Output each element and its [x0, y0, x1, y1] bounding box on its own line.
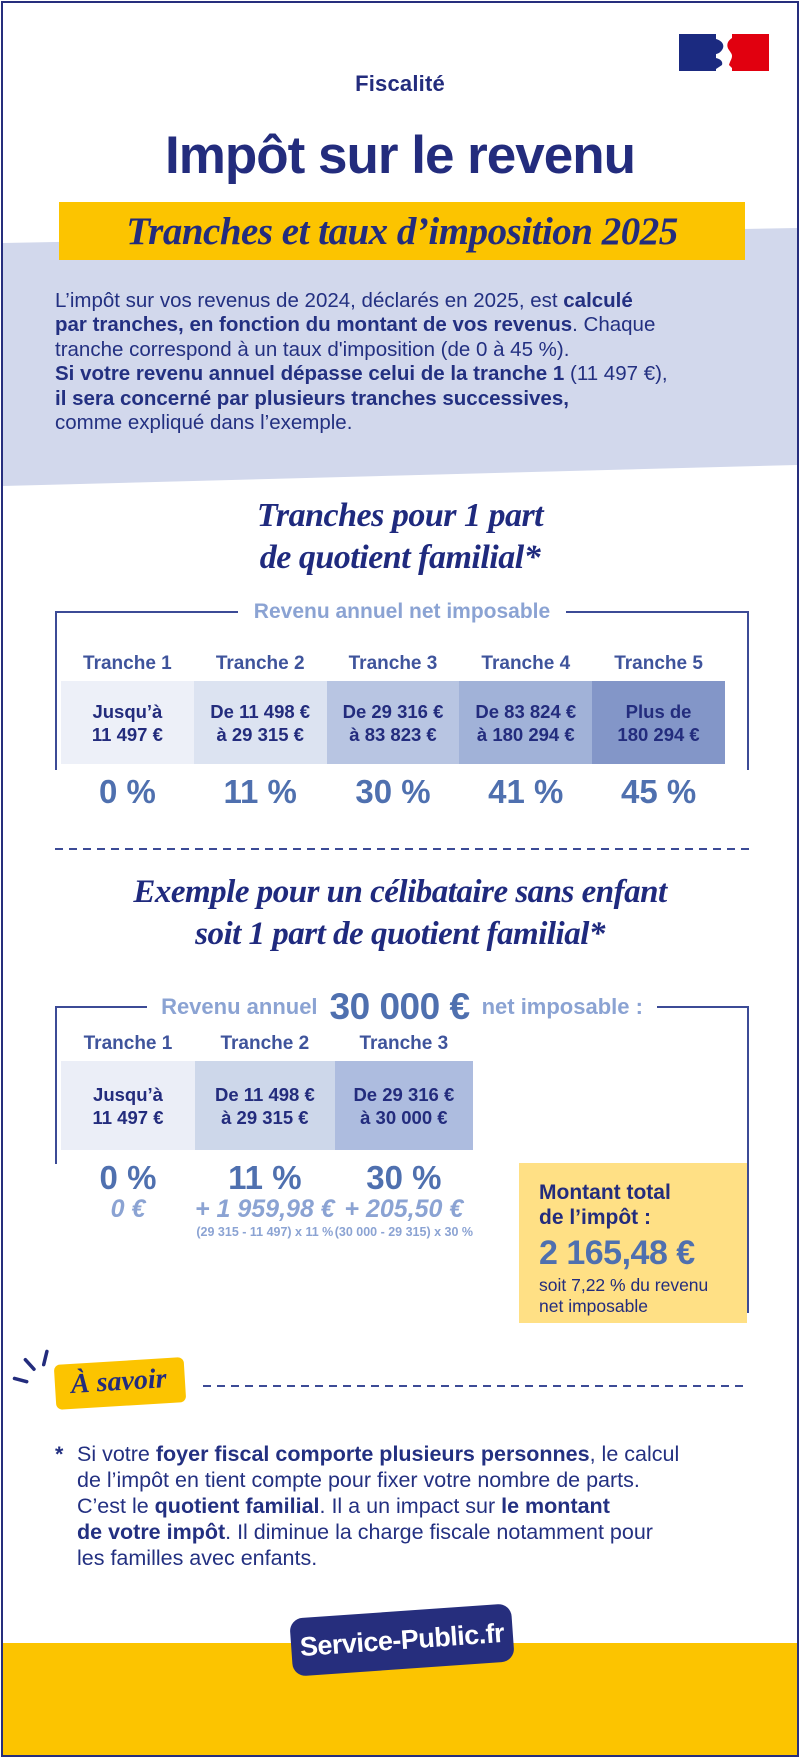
page-title: Impôt sur le revenu — [165, 126, 636, 185]
bracket-formula — [61, 1225, 195, 1241]
example-income-amount: 30 000 € — [329, 986, 471, 1027]
section1-heading: Tranches pour 1 part de quotient familia… — [256, 497, 544, 576]
bracket-rate: 45 % — [620, 773, 697, 810]
bracket-rate: 41 % — [488, 773, 564, 810]
rule-right — [656, 1006, 749, 1008]
table1-border-left — [55, 612, 57, 770]
footnote-text: Si votre foyer fiscal comporte plusieurs… — [77, 1442, 680, 1570]
bracket-column: Tranche 5 Plus de 180 294 € 45 % — [592, 653, 725, 810]
bracket-column: Tranche 2 De 11 498 € à 29 315 € 11 % + … — [194, 1033, 335, 1241]
a-savoir-badge: À savoir — [12, 1349, 186, 1410]
bracket-range-cell: De 83 824 € à 180 294 € — [459, 681, 593, 764]
bracket-column: Tranche 2 De 11 498 € à 29 315 € 11 % — [193, 653, 327, 810]
table2-header-rule: Revenu annuel 30 000 € net imposable : — [55, 985, 749, 1029]
bracket-range-cell: De 11 498 € à 29 315 € — [193, 681, 327, 764]
bracket-rate: 0 % — [98, 773, 156, 810]
table1-border-right — [747, 612, 749, 770]
bracket-column: Tranche 3 De 29 316 € à 83 823 € 30 % — [326, 653, 460, 810]
bracket-name: Tranche 4 — [481, 653, 571, 674]
bracket-column: Tranche 1 Jusqu’à 11 497 € 0 % 0 € — [61, 1033, 195, 1241]
example-calculation-table: Revenu annuel 30 000 € net imposable : T… — [55, 985, 749, 1330]
bracket-name: Tranche 3 — [348, 653, 438, 674]
tax-brackets-table: Revenu annuel net imposable Tranche 1 Ju… — [55, 600, 749, 811]
total-tax-amount: 2 165,48 € — [539, 1234, 695, 1272]
bracket-name: Tranche 2 — [215, 653, 305, 674]
table1-header-rule: Revenu annuel net imposable — [55, 600, 749, 623]
total-tax-box: Montant total de l’impôt : 2 165,48 € so… — [519, 1163, 747, 1323]
banner-title: Tranches et taux d’imposition 2025 — [59, 202, 745, 260]
bracket-name: Tranche 1 — [83, 653, 172, 674]
table2-border-right — [747, 1007, 749, 1313]
total-tax-title: Montant total de l’impôt : — [539, 1181, 671, 1229]
bracket-rate: 0 % — [99, 1159, 157, 1196]
bracket-name: Tranche 5 — [614, 653, 703, 674]
intro-paragraph: L’impôt sur vos revenus de 2024, déclaré… — [55, 289, 668, 435]
total-tax-note: soit 7,22 % du revenu net imposable — [539, 1275, 709, 1316]
lavender-slanted-band — [3, 228, 797, 486]
bracket-rate: 11 % — [223, 773, 297, 810]
rule-right — [566, 611, 749, 613]
table2-border-left — [55, 1007, 57, 1164]
bracket-name: Tranche 1 — [83, 1033, 173, 1054]
bracket-tax-amount: + 1 959,98 € — [194, 1195, 335, 1223]
rule-left — [55, 611, 238, 613]
bracket-rate: 30 % — [355, 773, 431, 810]
bracket-formula: (30 000 - 29 315) x 30 % — [334, 1225, 473, 1239]
french-government-marianne-logo — [679, 34, 769, 71]
bracket-formula: (29 315 - 11 497) x 11 % — [196, 1225, 334, 1239]
bracket-rate: 30 % — [366, 1159, 442, 1196]
table1-columns: Tranche 1 Jusqu’à 11 497 € 0 % Tranche 2… — [61, 653, 725, 810]
footnote: * Si votre foyer fiscal comporte plusieu… — [55, 1441, 755, 1571]
bracket-range-cell: De 29 316 € à 83 823 € — [326, 681, 460, 764]
bracket-name: Tranche 2 — [220, 1033, 310, 1054]
footnote-asterisk: * — [55, 1442, 64, 1466]
section-divider-dashed — [55, 848, 749, 850]
bracket-tax-amount: 0 € — [110, 1195, 146, 1223]
bracket-range-cell: Plus de 180 294 € — [592, 681, 725, 764]
banner-title-text: Tranches et taux d’imposition 2025 — [126, 209, 678, 253]
a-savoir-dashed-line — [202, 1384, 749, 1387]
bracket-name: Tranche 3 — [359, 1033, 449, 1054]
bracket-range-cell: Jusqu’à 11 497 € — [61, 681, 194, 764]
table1-label: Revenu annuel net imposable — [253, 600, 551, 623]
rule-left — [55, 1006, 148, 1008]
bracket-range-cell: De 11 498 € à 29 315 € — [194, 1061, 335, 1150]
bracket-column: Tranche 4 De 83 824 € à 180 294 € 41 % — [459, 653, 593, 810]
service-public-brand: Service-Public.fr — [298, 1617, 506, 1662]
a-savoir-row: À savoir — [12, 1349, 749, 1410]
bracket-rate: 11 % — [228, 1159, 302, 1196]
sparkle-rays-icon — [12, 1349, 49, 1384]
section2-heading: Exemple pour un célibataire sans enfant … — [133, 874, 667, 952]
bracket-column: Tranche 1 Jusqu’à 11 497 € 0 % — [61, 653, 194, 810]
category-label: Fiscalité — [355, 71, 445, 96]
bracket-range-cell: Jusqu’à 11 497 € — [61, 1061, 195, 1150]
bracket-range-cell: De 29 316 € à 30 000 € — [334, 1061, 473, 1150]
table2-columns: Tranche 1 Jusqu’à 11 497 € 0 % 0 € Tranc… — [61, 1033, 473, 1241]
bracket-tax-amount: + 205,50 € — [344, 1195, 464, 1223]
table2-label: Revenu annuel 30 000 € net imposable : — [161, 986, 643, 1027]
bracket-column: Tranche 3 De 29 316 € à 30 000 € 30 % + … — [334, 1033, 473, 1241]
